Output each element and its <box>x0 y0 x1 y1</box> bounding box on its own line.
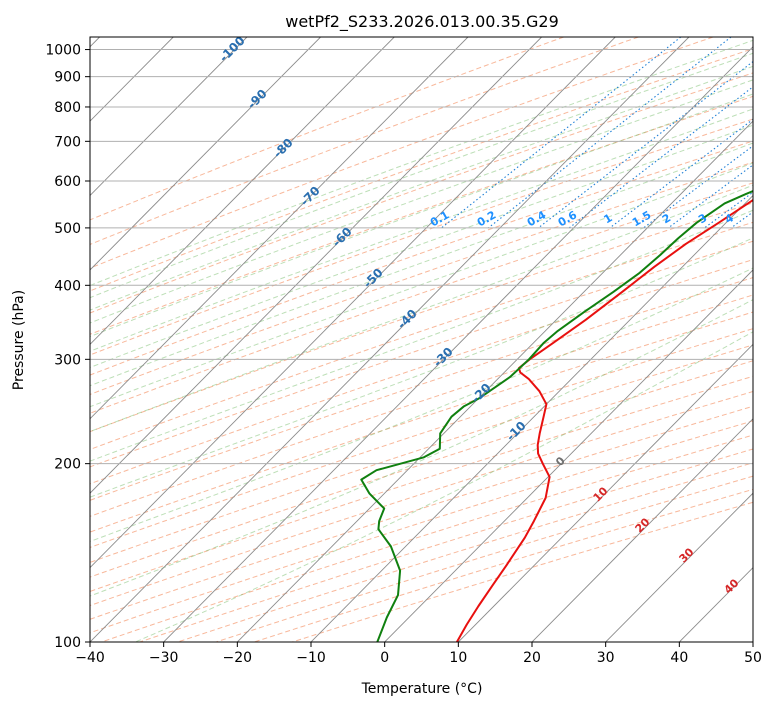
x-tick-label: 50 <box>744 650 762 666</box>
isotherm <box>237 120 753 642</box>
dry-adiabat <box>90 37 564 221</box>
dry-adiabat <box>90 37 639 245</box>
dry-adiabat <box>90 161 753 396</box>
grid-lines <box>90 37 753 642</box>
y-tick-label: 300 <box>54 352 81 368</box>
moist-adiabat <box>90 79 753 324</box>
dry-adiabat <box>90 221 753 450</box>
dry-adiabat <box>90 277 753 501</box>
isotherm <box>90 37 690 642</box>
y-tick-label: 400 <box>54 278 81 294</box>
profile-line <box>456 198 753 642</box>
x-tick-label: −40 <box>75 650 105 666</box>
x-axis-label: Temperature (°C) <box>361 681 483 697</box>
isotherm <box>384 269 753 642</box>
dry-adiabat <box>90 95 753 335</box>
moist-adiabat <box>90 267 753 543</box>
y-tick-label: 900 <box>54 70 81 86</box>
isotherm <box>310 194 753 642</box>
mixing-ratio-line <box>704 191 753 229</box>
dry-adiabat <box>90 182 753 414</box>
isotherm <box>531 418 753 642</box>
profile-series <box>360 189 753 642</box>
chart-title: wetPf2_S233.2026.013.00.35.G29 <box>285 12 559 32</box>
dry-adiabat <box>90 240 753 468</box>
mixing-ratio-line <box>643 145 753 229</box>
y-tick-label: 700 <box>54 134 81 150</box>
isotherm <box>90 37 395 345</box>
x-tick-label: 10 <box>449 650 467 666</box>
mixing-ratio-line <box>568 86 753 229</box>
y-tick-label: 200 <box>54 457 81 473</box>
x-tick-label: 30 <box>597 650 615 666</box>
mixing-ratio-line <box>487 37 732 229</box>
moist-adiabat <box>135 331 753 642</box>
isotherm <box>605 492 753 642</box>
isotherm <box>90 37 321 271</box>
dry-adiabat <box>90 202 753 433</box>
mixing-ratio-line <box>441 37 682 229</box>
moist-adiabat <box>90 124 753 369</box>
isotherm <box>458 343 753 642</box>
dry-adiabat <box>90 294 753 517</box>
plot-frame <box>89 36 754 643</box>
y-tick-label: 600 <box>54 174 81 190</box>
moist-adiabat <box>90 52 753 299</box>
y-tick-label: 100 <box>54 635 81 651</box>
x-tick-label: 20 <box>523 650 541 666</box>
isotherm <box>163 46 753 642</box>
axes: −40 −30 −20 −10 0 10 20 30 40 50 1000 900 800 700 600 5… <box>45 43 762 666</box>
profile-line <box>360 189 753 642</box>
y-tick-label: 1000 <box>45 43 81 59</box>
y-tick-label: 500 <box>54 221 81 237</box>
isotherm <box>90 37 248 197</box>
isotherm <box>90 37 542 494</box>
moist-adiabat <box>90 39 753 287</box>
y-tick-label: 800 <box>54 100 81 116</box>
x-tick-label: −20 <box>223 650 253 666</box>
y-axis-label: Pressure (hPa) <box>11 290 27 390</box>
moist-adiabat <box>90 65 753 311</box>
dry-adiabat <box>90 37 714 269</box>
x-tick-label: 0 <box>380 650 389 666</box>
x-tick-label: 40 <box>670 650 688 666</box>
isotherm <box>90 37 469 420</box>
moist-adiabat <box>90 162 753 408</box>
x-tick-label: −10 <box>296 650 326 666</box>
isotherm <box>90 37 616 569</box>
dry-adiabat <box>90 48 753 292</box>
x-tick-label: −30 <box>149 650 179 666</box>
